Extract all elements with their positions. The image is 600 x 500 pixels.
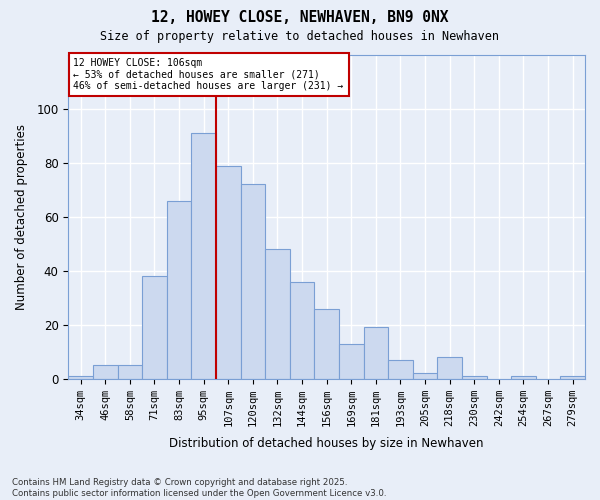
Bar bbox=[241, 184, 265, 378]
Y-axis label: Number of detached properties: Number of detached properties bbox=[15, 124, 28, 310]
Bar bbox=[388, 360, 413, 378]
Bar bbox=[265, 249, 290, 378]
Bar bbox=[290, 282, 314, 378]
Text: Contains HM Land Registry data © Crown copyright and database right 2025.
Contai: Contains HM Land Registry data © Crown c… bbox=[12, 478, 386, 498]
Text: 12, HOWEY CLOSE, NEWHAVEN, BN9 0NX: 12, HOWEY CLOSE, NEWHAVEN, BN9 0NX bbox=[151, 10, 449, 25]
Bar bbox=[167, 200, 191, 378]
Bar bbox=[364, 328, 388, 378]
Bar bbox=[142, 276, 167, 378]
Bar bbox=[68, 376, 93, 378]
Bar bbox=[511, 376, 536, 378]
Bar bbox=[339, 344, 364, 378]
Bar bbox=[216, 166, 241, 378]
Text: 12 HOWEY CLOSE: 106sqm
← 53% of detached houses are smaller (271)
46% of semi-de: 12 HOWEY CLOSE: 106sqm ← 53% of detached… bbox=[73, 58, 344, 92]
Bar bbox=[560, 376, 585, 378]
Bar bbox=[413, 374, 437, 378]
Bar bbox=[93, 365, 118, 378]
Bar bbox=[118, 365, 142, 378]
Bar bbox=[314, 308, 339, 378]
Text: Size of property relative to detached houses in Newhaven: Size of property relative to detached ho… bbox=[101, 30, 499, 43]
Bar bbox=[437, 357, 462, 378]
X-axis label: Distribution of detached houses by size in Newhaven: Distribution of detached houses by size … bbox=[169, 437, 484, 450]
Bar bbox=[191, 133, 216, 378]
Bar bbox=[462, 376, 487, 378]
